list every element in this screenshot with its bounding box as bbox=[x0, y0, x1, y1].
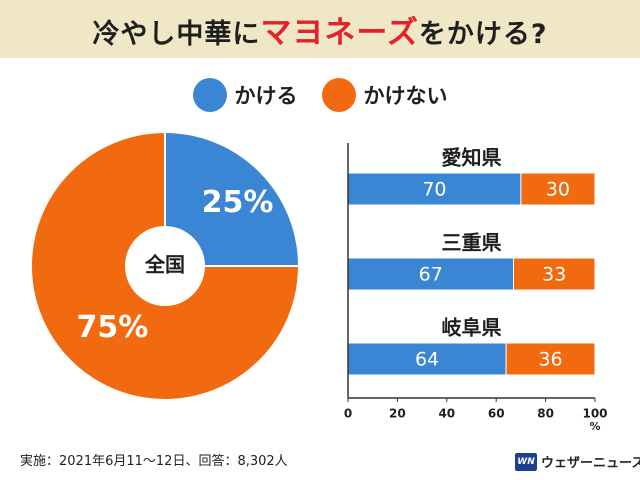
brand-name: ウェザーニュース bbox=[541, 456, 640, 471]
footnote: 実施：2021年6月11〜12日、回答：8,302人 bbox=[20, 454, 288, 469]
bar-category-label-2: 岐阜県 bbox=[442, 316, 502, 340]
legend-swatch-kakenai bbox=[321, 78, 356, 112]
legend: かける かけない bbox=[0, 78, 640, 112]
legend-item-kakenai: かけない bbox=[321, 78, 448, 112]
bar-category-label-1: 三重県 bbox=[442, 231, 502, 255]
bar-value-label-1-0: 67 bbox=[419, 264, 443, 286]
bar-value-label-0-1: 30 bbox=[546, 179, 570, 201]
brand: WN ウェザーニュース bbox=[515, 452, 640, 471]
bar-segment-1-0 bbox=[347, 257, 514, 291]
pie-label-0: 25% bbox=[202, 185, 274, 220]
title-highlight: マヨネーズ bbox=[260, 14, 419, 51]
bar-value-label-1-1: 33 bbox=[542, 264, 566, 286]
legend-swatch-kakeru bbox=[192, 78, 227, 112]
legend-label-kakenai: かけない bbox=[363, 84, 448, 108]
legend-item-kakeru: かける bbox=[192, 78, 298, 112]
bar-x-unit: % bbox=[589, 420, 600, 433]
pie-slice-0 bbox=[164, 130, 301, 267]
brand-logo-icon: WN bbox=[515, 452, 537, 471]
bar-value-label-0-0: 70 bbox=[422, 179, 446, 201]
bar-value-label-2-0: 64 bbox=[415, 349, 439, 371]
bar-x-tick-label-0: 0 bbox=[344, 407, 352, 421]
bar-value-label-2-1: 36 bbox=[538, 349, 562, 371]
legend-label-kakeru: かける bbox=[234, 84, 298, 108]
pie-center-hole bbox=[125, 226, 205, 306]
pie-label-1: 75% bbox=[77, 310, 149, 345]
page-title: 冷やし中華にマヨネーズをかける? bbox=[92, 14, 548, 51]
bar-x-tick-label-4: 80 bbox=[537, 407, 554, 421]
bar-x-tick-label-2: 40 bbox=[438, 407, 455, 421]
bar-segment-2-0 bbox=[347, 342, 507, 376]
bar-x-tick-label-5: 100 bbox=[582, 407, 607, 421]
pie-center-label: 全国 bbox=[144, 253, 185, 277]
bar-segment-2-1 bbox=[505, 342, 596, 376]
bar-x-tick-label-1: 20 bbox=[389, 407, 406, 421]
bar-segment-1-1 bbox=[512, 257, 596, 291]
bar-category-label-0: 愛知県 bbox=[442, 146, 502, 170]
bar-segment-0-1 bbox=[520, 172, 596, 206]
bar-x-tick-label-3: 60 bbox=[488, 407, 505, 421]
title-bar: 冷やし中華にマヨネーズをかける? bbox=[0, 0, 640, 58]
